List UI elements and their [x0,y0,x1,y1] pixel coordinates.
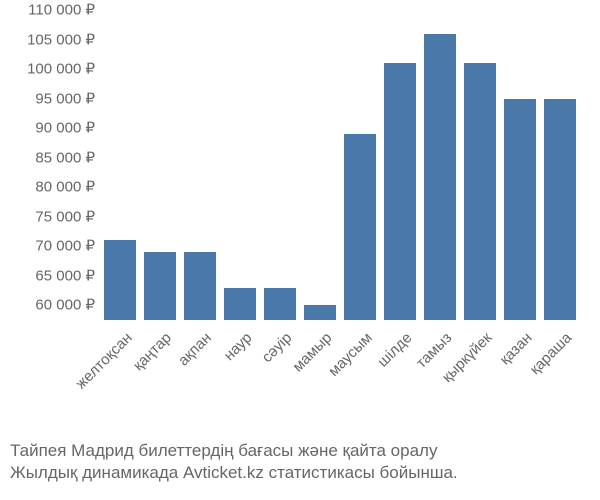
price-chart: 60 000 ₽ 65 000 ₽ 70 000 ₽ 75 000 ₽ 80 000 ₽… [0,0,600,500]
bar [184,252,215,320]
y-tick-label: 100 000 ₽ [0,62,95,77]
y-tick-label: 80 000 ₽ [0,180,95,195]
y-tick-label: 65 000 ₽ [0,268,95,283]
y-tick-label: 75 000 ₽ [0,209,95,224]
y-tick-label: 70 000 ₽ [0,239,95,254]
bar [344,134,375,320]
x-tick-label: шілде [375,330,415,370]
bar [424,34,455,320]
y-tick-label: 95 000 ₽ [0,91,95,106]
x-tick-label: наур [221,330,254,363]
y-tick-label: 85 000 ₽ [0,150,95,165]
bar [144,252,175,320]
bar [224,288,255,320]
x-tick-label: сәуір [259,330,294,365]
y-tick-label: 105 000 ₽ [0,32,95,47]
bar [384,63,415,320]
bar [104,240,135,320]
caption-line-1: Тайпея Мадрид билеттердің бағасы және қа… [10,440,590,462]
x-tick-label: желтоқсан [73,330,135,392]
y-tick-label: 110 000 ₽ [0,3,95,18]
x-tick-label: қараша [527,330,574,377]
y-tick-label: 60 000 ₽ [0,298,95,313]
bar [504,99,535,320]
caption-line-2: Жылдық динамикада Avticket.kz статистика… [10,462,590,484]
x-tick-label: ақпан [176,330,215,369]
x-tick-label: маусым [326,330,375,379]
x-tick-label: қаңтар [131,330,175,374]
bar [544,99,575,320]
plot-area [100,10,580,320]
bar [464,63,495,320]
y-tick-label: 90 000 ₽ [0,121,95,136]
bar [264,288,295,320]
bar [304,305,335,320]
